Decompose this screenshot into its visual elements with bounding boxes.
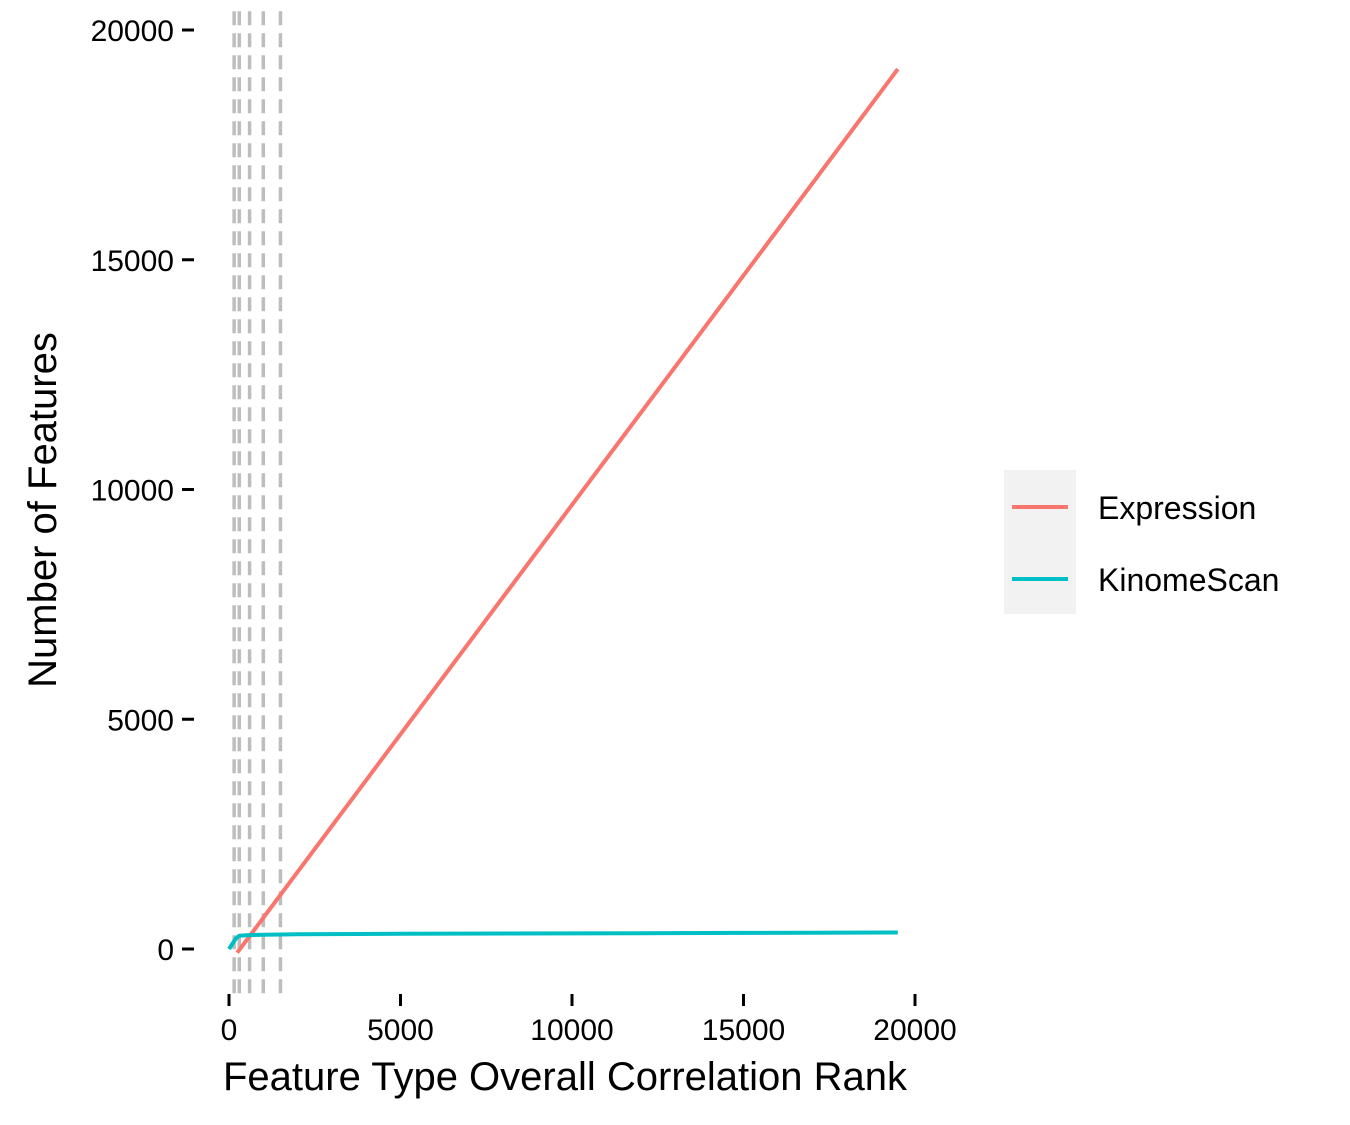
x-tick-label: 0 <box>221 1014 238 1047</box>
y-tick-label: 10000 <box>91 475 174 508</box>
x-tick-label: 10000 <box>530 1014 613 1047</box>
series-lines <box>227 67 900 954</box>
y-tick-label: 20000 <box>91 15 174 48</box>
legend: Expression KinomeScan <box>1004 470 1279 614</box>
y-tick-label: 0 <box>157 934 174 967</box>
x-tick-label: 5000 <box>367 1014 434 1047</box>
y-tick-label: 5000 <box>107 704 174 737</box>
y-axis: 0 5000 10000 15000 20000 <box>91 15 194 967</box>
x-axis-title: Feature Type Overall Correlation Rank <box>223 1055 908 1099</box>
x-axis: 0 5000 10000 15000 20000 <box>221 994 957 1047</box>
legend-label-kinomescan: KinomeScan <box>1098 562 1279 598</box>
x-tick-label: 20000 <box>873 1014 956 1047</box>
y-tick-label: 15000 <box>91 245 174 278</box>
series-line-expression <box>235 67 900 954</box>
legend-label-expression: Expression <box>1098 490 1256 526</box>
series-line-kinomescan <box>227 930 898 951</box>
reference-lines <box>232 11 283 996</box>
y-axis-title: Number of Features <box>21 332 65 688</box>
legend-key-background <box>1004 470 1076 614</box>
x-tick-label: 15000 <box>702 1014 785 1047</box>
